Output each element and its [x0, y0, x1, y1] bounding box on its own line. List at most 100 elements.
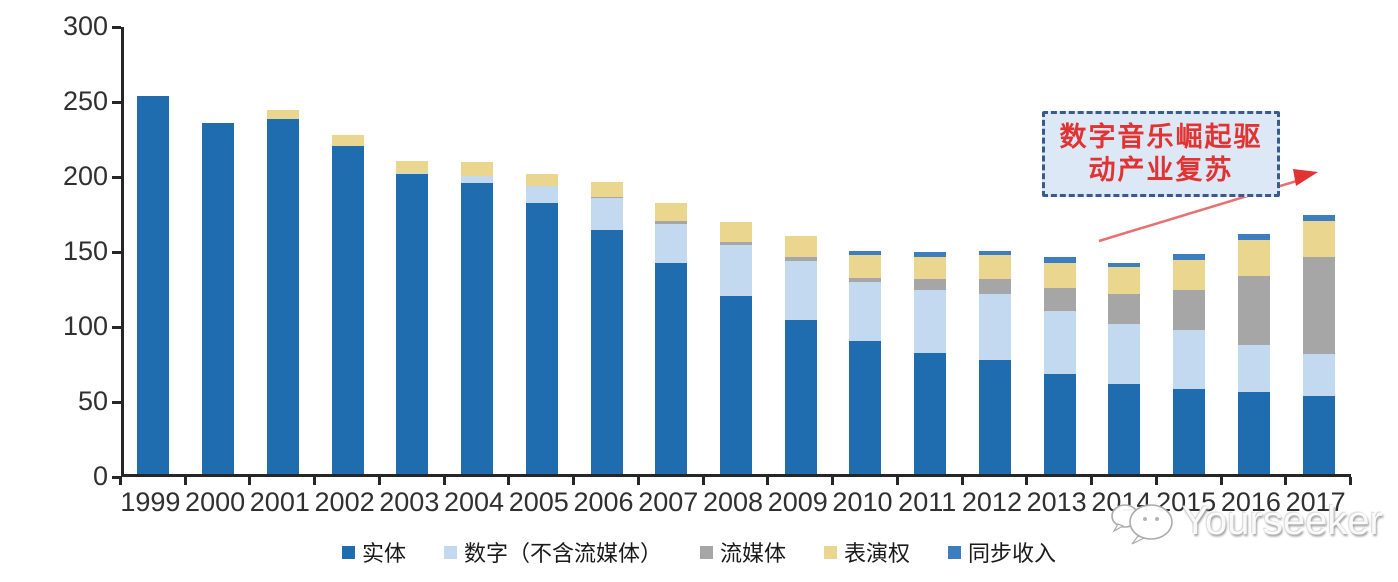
bar-segment-2005 [525, 186, 558, 203]
bar-segment-2010 [849, 340, 882, 474]
y-axis-tick [112, 26, 121, 29]
bar-segment-2015 [1173, 289, 1206, 330]
legend-item: 表演权 [824, 536, 910, 568]
bar-segment-2008 [720, 241, 752, 245]
bar-segment-2009 [784, 261, 817, 320]
x-tick-label-2005: 2005 [508, 487, 569, 517]
x-tick-label-2011: 2011 [898, 487, 957, 517]
x-axis-tick [1025, 477, 1029, 485]
x-axis-tick [1284, 477, 1288, 485]
bar-segment-2016 [1237, 276, 1270, 345]
legend: 实体 数字（不含流媒体） 流媒体 表演权 同步收入 [0, 536, 1398, 568]
bar-2010 [849, 24, 882, 474]
bar-segment-2003 [396, 172, 429, 174]
bar-2008 [720, 24, 752, 474]
bar-segment-2012 [978, 279, 1011, 294]
legend-label: 表演权 [844, 541, 911, 566]
bar-segment-2010 [849, 250, 882, 255]
bar-segment-2004 [461, 183, 494, 474]
bar-2017 [1302, 24, 1335, 474]
bar-segment-2006 [590, 229, 623, 474]
bar-segment-2017 [1302, 256, 1335, 354]
y-axis-tick [112, 176, 121, 179]
x-tick-label-2007: 2007 [638, 487, 699, 517]
bar-segment-2005 [525, 202, 558, 474]
bar-2009 [784, 24, 817, 474]
y-tick-label-100: 100 [62, 311, 108, 341]
y-tick-label-50: 50 [77, 386, 108, 416]
x-tick-label-2010: 2010 [832, 487, 893, 517]
x-axis-tick [960, 477, 964, 485]
legend-label: 同步收入 [968, 541, 1057, 566]
bar-segment-2015 [1173, 253, 1206, 260]
bar-segment-2017 [1302, 354, 1335, 396]
annotation-callout: 数字音乐崛起驱 动产业复苏 [1042, 111, 1280, 197]
bar-segment-2004 [461, 162, 494, 176]
chat-bubbles-logo-icon [1111, 504, 1173, 545]
bar-2015 [1173, 24, 1206, 474]
bar-segment-2009 [784, 256, 817, 261]
bar-segment-2011 [914, 352, 947, 474]
x-axis-tick [895, 477, 899, 485]
bar-segment-2016 [1237, 345, 1270, 392]
x-axis-tick [1349, 477, 1352, 485]
bar-segment-2016 [1237, 240, 1270, 276]
bar-segment-2002 [331, 145, 364, 474]
bar-segment-2011 [914, 252, 947, 257]
bar-2011 [914, 24, 947, 474]
bar-segment-2006 [590, 181, 623, 197]
bar-segment-2017 [1302, 396, 1335, 474]
watermark: Yourseeker [1108, 494, 1383, 548]
x-tick-label-2013: 2013 [1026, 487, 1087, 517]
x-tick-label-1999: 1999 [120, 487, 181, 517]
bar-2012 [978, 24, 1011, 474]
bar-segment-2003 [396, 174, 429, 474]
bar-segment-2014 [1108, 262, 1141, 267]
bar-2001 [266, 24, 299, 474]
x-axis-tick [1090, 477, 1094, 485]
bar-segment-2011 [914, 289, 947, 353]
bar-segment-2007 [655, 202, 688, 221]
y-axis-tick [112, 401, 121, 404]
bar-segment-2012 [978, 360, 1011, 474]
bar-2000 [202, 24, 235, 474]
bar-2004 [461, 24, 494, 474]
annotation-text-line1: 数字音乐崛起驱 [1059, 122, 1263, 152]
x-tick-label-2003: 2003 [379, 487, 440, 517]
x-axis-tick [248, 477, 252, 485]
plot-area [121, 27, 1351, 477]
bar-segment-1999 [137, 96, 170, 474]
bar-segment-2007 [655, 223, 688, 263]
annotation-text-line2: 动产业复苏 [1088, 155, 1234, 185]
bar-segment-2012 [978, 255, 1011, 279]
bar-segment-2008 [720, 222, 752, 242]
bar-2002 [331, 24, 364, 474]
bar-segment-2012 [978, 294, 1011, 360]
y-axis-tick [112, 476, 121, 479]
x-axis-tick [636, 477, 640, 485]
y-axis-tick [112, 326, 121, 329]
bar-2003 [396, 24, 429, 474]
bar-segment-2014 [1108, 294, 1141, 324]
legend-swatch-icon [699, 545, 713, 559]
legend-item: 同步收入 [948, 536, 1056, 568]
legend-item: 数字（不含流媒体） [443, 536, 662, 568]
legend-swatch-icon [443, 545, 457, 559]
bar-segment-2011 [914, 256, 947, 279]
bar-2006 [590, 24, 623, 474]
bar-segment-2001 [266, 118, 299, 474]
bar-segment-2015 [1173, 259, 1206, 290]
y-axis-tick [112, 101, 121, 104]
y-tick-label-0: 0 [92, 461, 108, 491]
x-axis-tick [1154, 477, 1158, 485]
x-tick-label-2016: 2016 [1220, 487, 1281, 517]
bar-segment-2003 [396, 160, 429, 173]
x-tick-label-2001: 2001 [249, 487, 310, 517]
bar-segment-2016 [1237, 391, 1270, 474]
bar-segment-2001 [266, 109, 299, 119]
bar-segment-2010 [849, 277, 882, 282]
bar-1999 [137, 24, 170, 474]
x-axis-tick [572, 477, 576, 485]
bar-segment-2006 [590, 196, 623, 198]
